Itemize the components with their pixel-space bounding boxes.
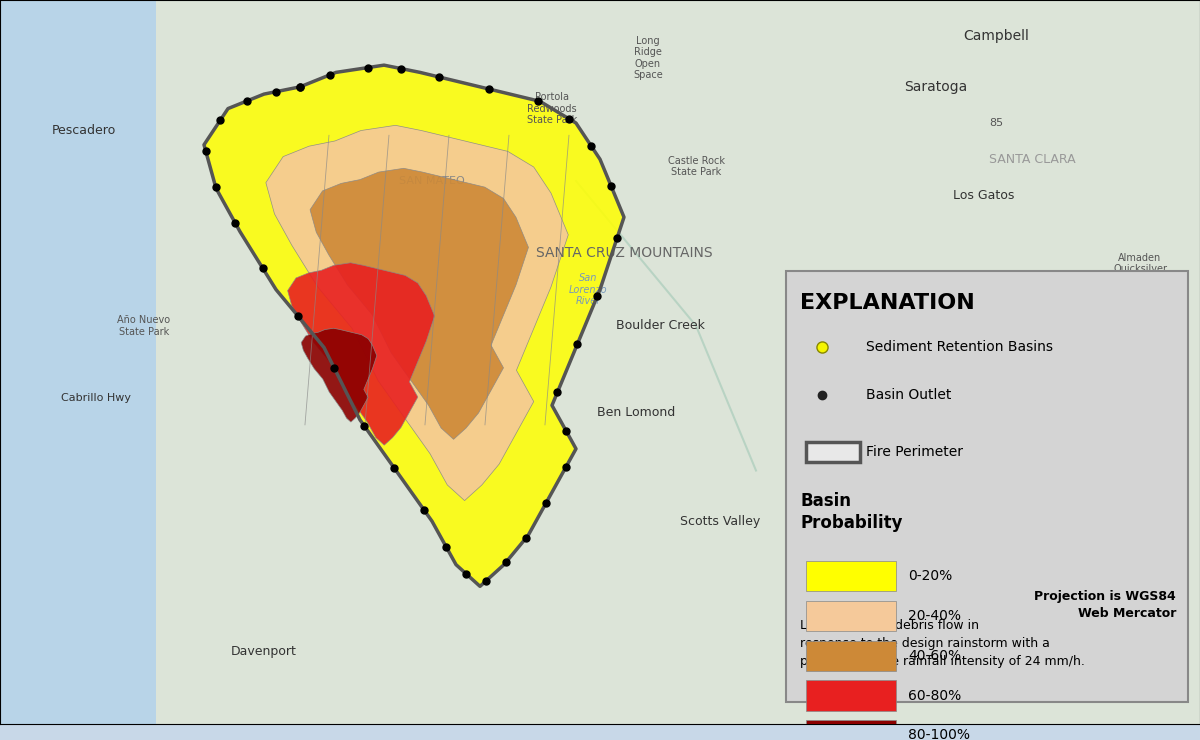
Bar	[806, 720, 896, 740]
Text: 40-60%: 40-60%	[908, 649, 961, 663]
Polygon shape	[288, 263, 434, 445]
Polygon shape	[266, 125, 569, 500]
Text: Long
Ridge
Open
Space: Long Ridge Open Space	[634, 36, 662, 81]
Text: Fire Perimeter: Fire Perimeter	[866, 445, 964, 459]
Bar	[0, 0, 156, 724]
Bar	[806, 561, 896, 591]
Text: SANTA CLARA: SANTA CLARA	[989, 152, 1075, 166]
Text: SANTA CRUZ MOUNTAINS: SANTA CRUZ MOUNTAINS	[535, 246, 713, 260]
Text: San
Lorenzo
River: San Lorenzo River	[569, 273, 607, 306]
Text: Ben Lomond: Ben Lomond	[596, 406, 676, 419]
Polygon shape	[301, 329, 377, 422]
Text: Saratoga: Saratoga	[905, 80, 967, 94]
Text: Los Gatos: Los Gatos	[953, 189, 1015, 202]
Text: SAN MATEO: SAN MATEO	[400, 176, 464, 186]
Bar	[806, 681, 896, 711]
Text: Davenport: Davenport	[232, 645, 296, 658]
Text: Likelihood of a debris flow in
response to the design rainstorm with a
peak 15-m: Likelihood of a debris flow in response …	[800, 619, 1085, 668]
Polygon shape	[310, 168, 528, 440]
Text: SIERRA AZUL: SIERRA AZUL	[967, 283, 1049, 296]
Text: Castle Rock
State Park: Castle Rock State Park	[667, 155, 725, 178]
Text: Cabrillo Hwy: Cabrillo Hwy	[61, 393, 131, 403]
Polygon shape	[204, 65, 624, 586]
Bar	[806, 641, 896, 671]
Text: Scotts Valley: Scotts Valley	[680, 515, 760, 528]
Text: 85: 85	[989, 118, 1003, 128]
Text: Portola
Redwoods
State Park: Portola Redwoods State Park	[527, 92, 577, 125]
Bar	[806, 442, 860, 462]
Text: 60-80%: 60-80%	[908, 689, 961, 703]
FancyBboxPatch shape	[786, 272, 1188, 702]
Text: 80-100%: 80-100%	[908, 728, 971, 740]
Text: Almaden
Quicksilver
County
Park: Almaden Quicksilver County Park	[1114, 252, 1166, 297]
Text: Año Nuevo
State Park: Año Nuevo State Park	[118, 315, 170, 337]
Text: Sediment Retention Basins: Sediment Retention Basins	[866, 340, 1054, 354]
Text: EXPLANATION: EXPLANATION	[800, 293, 976, 313]
Text: Campbell: Campbell	[964, 29, 1028, 43]
Text: 20-40%: 20-40%	[908, 609, 961, 623]
Text: 0-20%: 0-20%	[908, 569, 953, 583]
Text: Basin
Probability: Basin Probability	[800, 492, 902, 533]
Text: Projection is WGS84
Web Mercator: Projection is WGS84 Web Mercator	[1034, 590, 1176, 620]
Text: Pescadero: Pescadero	[52, 124, 116, 137]
Text: Boulder Creek: Boulder Creek	[616, 319, 704, 332]
Text: Basin Outlet: Basin Outlet	[866, 388, 952, 402]
Bar	[806, 601, 896, 631]
